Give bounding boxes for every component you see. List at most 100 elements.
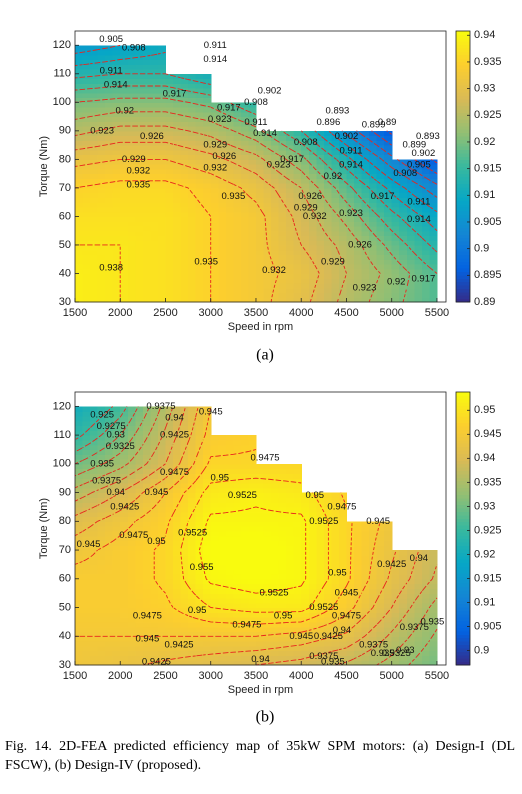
efficiency-cell <box>188 487 197 494</box>
efficiency-cell <box>399 211 408 218</box>
x-tick-label: 4000 <box>289 307 313 319</box>
efficiency-cell <box>105 83 114 89</box>
efficiency-cell <box>120 435 129 441</box>
efficiency-cell <box>210 145 219 151</box>
efficiency-cell <box>97 411 106 417</box>
efficiency-cell <box>384 626 393 633</box>
efficiency-cell <box>82 130 91 137</box>
efficiency-cell <box>195 116 204 122</box>
efficiency-cell <box>271 650 280 657</box>
efficiency-cell <box>248 168 257 175</box>
efficiency-cell <box>240 111 250 118</box>
efficiency-cell <box>278 259 287 265</box>
colorbar-segment <box>456 542 470 547</box>
efficiency-cell <box>127 650 136 657</box>
efficiency-cell <box>210 173 219 179</box>
efficiency-cell <box>218 506 227 513</box>
efficiency-cell <box>414 655 423 661</box>
efficiency-cell <box>323 655 332 661</box>
efficiency-cell <box>301 626 310 633</box>
efficiency-cell <box>338 206 348 213</box>
efficiency-cell <box>112 463 121 470</box>
efficiency-cell <box>112 636 121 642</box>
efficiency-cell <box>271 244 280 251</box>
efficiency-cell <box>120 468 129 475</box>
x-axis-label: Speed in rpm <box>228 321 293 333</box>
efficiency-cell <box>75 249 84 256</box>
efficiency-cell <box>369 583 378 589</box>
efficiency-cell <box>248 550 257 556</box>
x-tick-label: 5000 <box>379 307 403 319</box>
efficiency-cell <box>308 631 317 637</box>
efficiency-cell <box>112 240 121 246</box>
efficiency-cell <box>112 511 121 518</box>
efficiency-cell <box>135 511 144 518</box>
efficiency-cell <box>233 268 242 275</box>
contour-label: 0.9375 <box>92 476 121 487</box>
efficiency-cell <box>112 164 121 170</box>
efficiency-cell <box>286 168 295 175</box>
colorbar-segment <box>456 593 470 598</box>
y-tick-label: 110 <box>53 68 71 80</box>
efficiency-cell <box>188 506 197 513</box>
efficiency-cell <box>248 259 257 265</box>
efficiency-cell <box>240 511 250 518</box>
efficiency-cell <box>286 130 295 137</box>
colorbar-segment <box>456 501 470 506</box>
efficiency-cell <box>173 297 182 303</box>
efficiency-cell <box>406 183 415 189</box>
efficiency-cell <box>278 240 287 246</box>
contour-line <box>74 406 438 666</box>
efficiency-cell <box>157 116 167 122</box>
efficiency-cell <box>173 178 182 184</box>
efficiency-cell <box>195 211 204 218</box>
efficiency-cell <box>218 178 227 184</box>
efficiency-cell <box>233 612 242 618</box>
efficiency-cell <box>120 59 129 65</box>
efficiency-cell <box>97 430 106 436</box>
efficiency-cell <box>278 168 287 175</box>
efficiency-cell <box>75 454 84 460</box>
efficiency-cell <box>180 130 189 137</box>
colorbar-segment <box>456 149 470 154</box>
efficiency-cell <box>218 126 227 132</box>
efficiency-cell <box>331 588 340 594</box>
efficiency-cell <box>195 444 204 451</box>
colorbar-segment <box>456 81 470 86</box>
efficiency-cell <box>421 216 431 222</box>
efficiency-cell <box>255 463 265 470</box>
efficiency-cell <box>278 206 287 213</box>
efficiency-cell <box>361 655 370 661</box>
efficiency-cell <box>97 415 106 422</box>
efficiency-cell <box>263 554 272 561</box>
efficiency-cell <box>301 268 310 275</box>
efficiency-cell <box>203 197 212 203</box>
contour-line <box>74 51 438 232</box>
efficiency-cell <box>105 621 114 628</box>
efficiency-cell <box>188 583 197 589</box>
contour-label: 0.93 <box>106 430 125 441</box>
efficiency-cell <box>218 154 227 160</box>
efficiency-cell <box>165 235 174 241</box>
efficiency-cell <box>271 521 280 527</box>
efficiency-cell <box>331 602 340 609</box>
efficiency-cell <box>316 173 325 179</box>
efficiency-cell <box>173 449 182 455</box>
efficiency-cell <box>142 463 152 470</box>
efficiency-cell <box>82 197 91 203</box>
efficiency-cell <box>369 159 378 165</box>
efficiency-cell <box>105 626 114 633</box>
efficiency-cell <box>278 617 287 623</box>
efficiency-cell <box>361 607 370 613</box>
efficiency-cell <box>278 636 287 642</box>
efficiency-cell <box>286 154 295 160</box>
efficiency-cell <box>323 530 332 537</box>
efficiency-cell <box>248 159 257 165</box>
efficiency-cell <box>135 545 144 551</box>
efficiency-cell <box>82 221 91 227</box>
efficiency-cell <box>120 254 129 260</box>
efficiency-cell <box>346 287 355 294</box>
efficiency-cell <box>233 459 242 465</box>
efficiency-cell <box>414 202 423 208</box>
efficiency-cell <box>225 612 234 618</box>
